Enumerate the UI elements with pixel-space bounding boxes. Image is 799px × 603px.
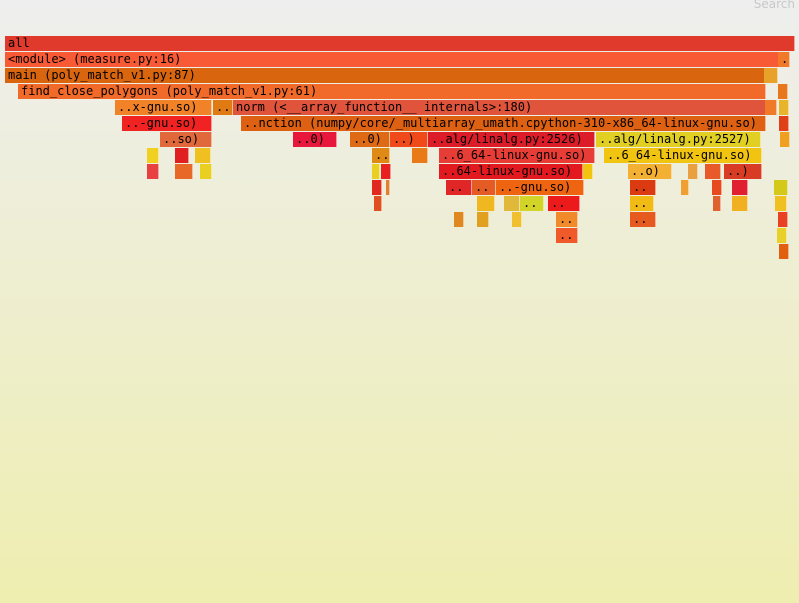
stack-frame[interactable] (200, 164, 212, 179)
stack-frame[interactable]: main (poly_match_v1.py:87) (5, 68, 765, 83)
stack-frame[interactable] (412, 148, 428, 163)
stack-frame[interactable]: ..6_64-linux-gnu.so) (439, 148, 595, 163)
stack-frame[interactable]: ..0) (350, 132, 390, 147)
stack-frame[interactable] (477, 212, 489, 227)
stack-frame[interactable]: .. (630, 212, 656, 227)
stack-frame[interactable] (778, 212, 788, 227)
stack-frame[interactable]: .. (778, 52, 790, 67)
stack-frame[interactable]: <module> (measure.py:16) (5, 52, 780, 67)
stack-frame[interactable] (147, 164, 159, 179)
stack-frame[interactable] (775, 196, 787, 211)
stack-frame[interactable]: ..) (724, 164, 762, 179)
stack-frame[interactable] (504, 196, 520, 211)
stack-frame[interactable]: .. (556, 212, 578, 227)
stack-frame[interactable]: all (5, 36, 795, 51)
stack-frame[interactable] (688, 164, 698, 179)
stack-frame[interactable] (372, 164, 380, 179)
stack-frame[interactable] (779, 244, 789, 259)
stack-frame[interactable] (780, 132, 790, 147)
stack-frame[interactable] (195, 148, 211, 163)
stack-frame[interactable]: ..0) (293, 132, 337, 147)
stack-frame[interactable] (779, 100, 789, 115)
stack-frame[interactable]: ..o) (628, 164, 672, 179)
stack-frame[interactable] (372, 180, 382, 195)
stack-frame[interactable]: ..6_64-linux-gnu.so) (604, 148, 762, 163)
stack-frame[interactable] (779, 116, 789, 131)
stack-frame[interactable] (681, 180, 689, 195)
stack-frame[interactable] (765, 100, 777, 115)
stack-frame[interactable] (147, 148, 159, 163)
stack-frame[interactable]: ..) (390, 132, 428, 147)
stack-frame[interactable] (175, 148, 189, 163)
stack-frame[interactable] (732, 180, 748, 195)
stack-frame[interactable]: .. (548, 196, 580, 211)
stack-frame[interactable] (778, 84, 788, 99)
stack-frame[interactable]: norm (<__array_function__ internals>:180… (233, 100, 766, 115)
stack-frame[interactable] (381, 164, 391, 179)
stack-frame[interactable] (175, 164, 193, 179)
stack-frame[interactable]: .. (372, 148, 390, 163)
stack-frame[interactable] (477, 196, 495, 211)
stack-frame[interactable]: .. (472, 180, 496, 195)
stack-frame[interactable]: ..so) (160, 132, 212, 147)
stack-frame[interactable]: ..-gnu.so) (122, 116, 212, 131)
stack-frame[interactable]: ..-gnu.so) (496, 180, 584, 195)
stack-frame[interactable]: ..nction (numpy/core/_multiarray_umath.c… (241, 116, 766, 131)
stack-frame[interactable]: find_close_polygons (poly_match_v1.py:61… (18, 84, 766, 99)
stack-frame[interactable] (386, 180, 390, 195)
stack-frame[interactable] (374, 196, 382, 211)
stack-frame[interactable]: ..x-gnu.so) (115, 100, 212, 115)
search-button[interactable]: Search (753, 0, 795, 11)
stack-frame[interactable] (764, 68, 778, 83)
stack-frame[interactable]: .. (630, 196, 654, 211)
stack-frame[interactable] (705, 164, 721, 179)
stack-frame[interactable]: ..alg/linalg.py:2526) (428, 132, 595, 147)
stack-frame[interactable]: .. (213, 100, 233, 115)
stack-frame[interactable] (712, 180, 722, 195)
stack-frame[interactable] (583, 164, 593, 179)
stack-frame[interactable]: .. (520, 196, 544, 211)
stack-frame[interactable] (732, 196, 748, 211)
stack-frame[interactable]: .. (556, 228, 578, 243)
stack-frame[interactable]: .. (630, 180, 656, 195)
stack-frame[interactable] (777, 228, 787, 243)
stack-frame[interactable]: ..alg/linalg.py:2527) (596, 132, 761, 147)
stack-frame[interactable]: ..64-linux-gnu.so) (439, 164, 583, 179)
stack-frame[interactable] (512, 212, 522, 227)
stack-frame[interactable]: .. (446, 180, 472, 195)
stack-frame[interactable] (454, 212, 464, 227)
stack-frame[interactable] (774, 180, 788, 195)
stack-frame[interactable] (713, 196, 721, 211)
